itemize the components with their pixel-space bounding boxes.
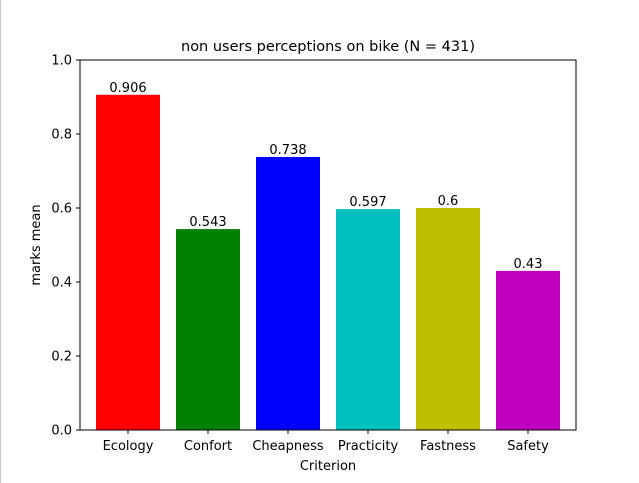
y-tick-label: 0.8 bbox=[51, 128, 72, 143]
y-tick-label: 0.4 bbox=[51, 276, 72, 291]
value-label-practicity: 0.597 bbox=[349, 195, 386, 210]
y-tick-label: 0.6 bbox=[51, 202, 72, 217]
y-tick-label: 0.2 bbox=[51, 350, 72, 365]
x-tick-label-ecology: Ecology bbox=[103, 439, 154, 454]
y-axis-label: marks mean bbox=[29, 204, 44, 285]
x-tick-label-practicity: Practicity bbox=[338, 439, 399, 454]
value-label-cheapness: 0.738 bbox=[269, 143, 306, 158]
x-tick-label-fastness: Fastness bbox=[420, 439, 476, 454]
bar-cheapness bbox=[256, 156, 320, 430]
bar-safety bbox=[496, 270, 560, 430]
value-label-fastness: 0.6 bbox=[438, 194, 459, 209]
x-tick-label-cheapness: Cheapness bbox=[252, 439, 324, 454]
bar-ecology bbox=[96, 94, 160, 430]
bar-fastness bbox=[416, 208, 480, 430]
value-labels: 0.906 0.543 0.738 0.597 0.6 0.43 bbox=[109, 81, 542, 272]
value-label-ecology: 0.906 bbox=[109, 81, 146, 96]
bar-confort bbox=[176, 229, 240, 430]
window-edge bbox=[0, 0, 1, 483]
x-axis-ticks: Ecology Confort Cheapness Practicity Fastnes… bbox=[103, 430, 549, 454]
y-tick-label: 1.0 bbox=[51, 54, 72, 69]
value-label-safety: 0.43 bbox=[514, 257, 543, 272]
chart-title: non users perceptions on bike (N = 431) bbox=[181, 39, 475, 55]
bar-practicity bbox=[336, 209, 400, 430]
value-label-confort: 0.543 bbox=[189, 215, 226, 230]
x-axis-label: Criterion bbox=[300, 459, 356, 474]
y-axis-ticks: 0.0 0.2 0.4 0.6 0.8 1.0 bbox=[51, 54, 80, 439]
x-tick-label-safety: Safety bbox=[507, 439, 549, 454]
plot-frame bbox=[79, 59, 577, 431]
x-tick-label-confort: Confort bbox=[184, 439, 232, 454]
bars bbox=[96, 94, 560, 430]
y-tick-label: 0.0 bbox=[51, 424, 72, 439]
